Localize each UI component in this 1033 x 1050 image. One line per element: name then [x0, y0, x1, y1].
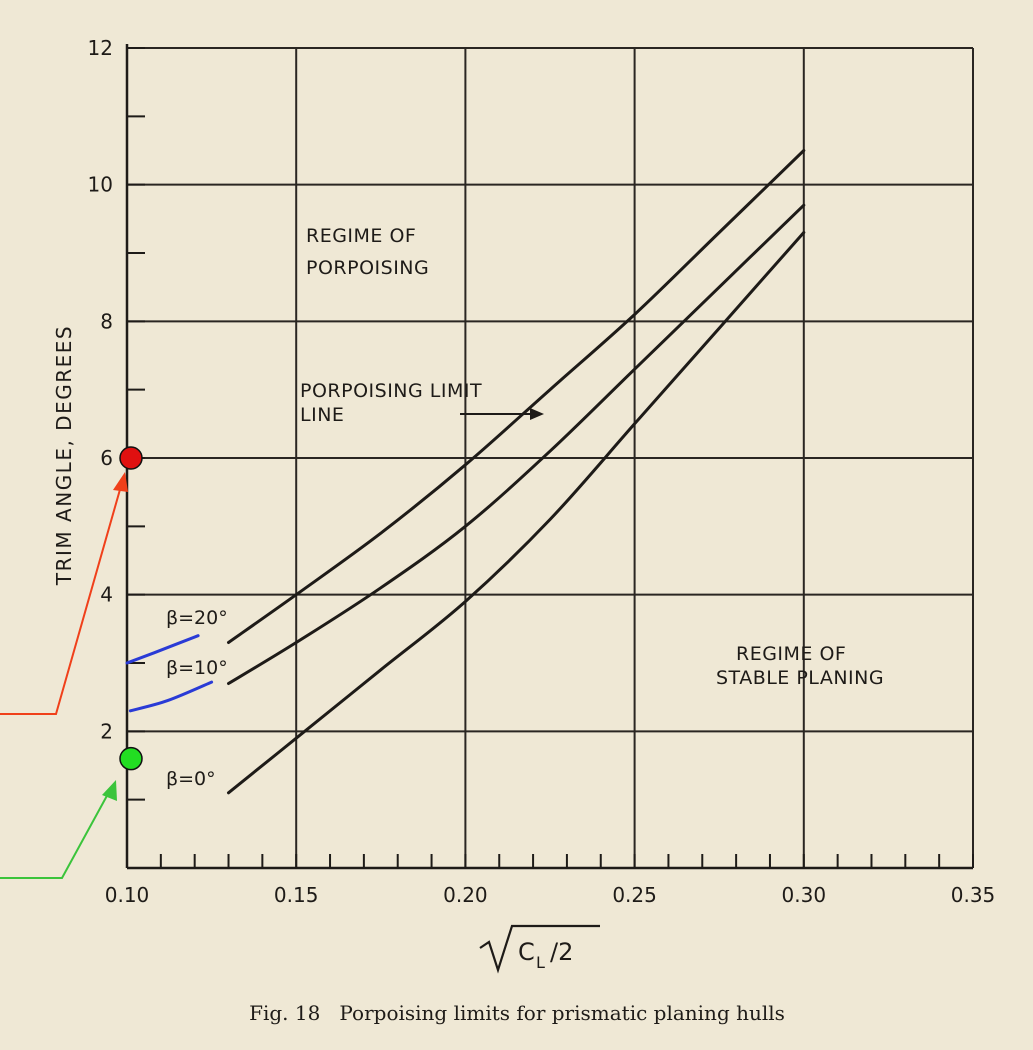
series-label-beta-20: β=20°	[166, 607, 228, 629]
x-axis-title-sub: L	[536, 953, 545, 972]
series-line-beta-10	[227, 203, 806, 685]
limit-line-arrowhead-icon	[530, 408, 544, 420]
y-tick-label-4: 10	[88, 173, 113, 197]
y-tick-label-2: 6	[100, 446, 113, 470]
y-tick-label-5: 12	[88, 36, 113, 60]
blue-extension-line-0	[125, 634, 200, 665]
stable-regime-label-2: STABLE PLANING	[716, 667, 884, 689]
x-tick-label-5: 0.35	[951, 883, 996, 907]
red-arrowhead-icon	[113, 472, 128, 492]
x-axis-title-over2: /2	[550, 938, 573, 966]
limit-line-label-1: PORPOISING LIMIT	[300, 380, 482, 402]
y-tick-label-0: 2	[100, 719, 113, 743]
y-axis-title: TRIM ANGLE, DEGREES	[52, 325, 76, 586]
x-tick-label-1: 0.15	[274, 883, 319, 907]
series-line-beta-0	[227, 231, 806, 795]
annotation-overlay	[0, 408, 544, 879]
tick-labels: 0.10 0.15 0.20 0.25 0.30 0.35 2 4 6 8 10 12	[88, 36, 996, 907]
green-pointer-arrow	[0, 791, 110, 879]
axes	[125, 44, 974, 870]
porpoising-regime-label-1: REGIME OF	[306, 225, 416, 247]
stable-regime-label-1: REGIME OF	[736, 643, 846, 665]
limit-line-label-2: LINE	[300, 404, 344, 426]
y-tick-label-3: 8	[100, 309, 113, 333]
sqrt-symbol-icon	[479, 924, 600, 974]
x-axis-title-c: C	[518, 938, 535, 966]
series-label-beta-0: β=0°	[166, 768, 216, 790]
marker-dot-0	[119, 446, 143, 470]
x-tick-label-4: 0.30	[782, 883, 827, 907]
green-arrowhead-icon	[102, 780, 117, 801]
series-line-beta-20	[227, 149, 806, 644]
x-tick-label-0: 0.10	[105, 883, 150, 907]
x-axis-title: C L /2	[479, 924, 600, 974]
porpoising-regime-label-2: PORPOISING	[306, 257, 429, 279]
figure-caption: Fig. 18 Porpoising limits for prismatic …	[249, 1001, 785, 1025]
red-pointer-arrow	[0, 485, 122, 715]
x-tick-label-2: 0.20	[443, 883, 488, 907]
y-tick-label-1: 4	[100, 583, 113, 607]
grid	[126, 47, 974, 868]
marker-dot-1	[119, 746, 143, 771]
series-label-beta-10: β=10°	[166, 657, 228, 679]
series-lines	[125, 149, 806, 795]
blue-extension-line-1	[128, 680, 214, 713]
x-tick-label-3: 0.25	[612, 883, 657, 907]
